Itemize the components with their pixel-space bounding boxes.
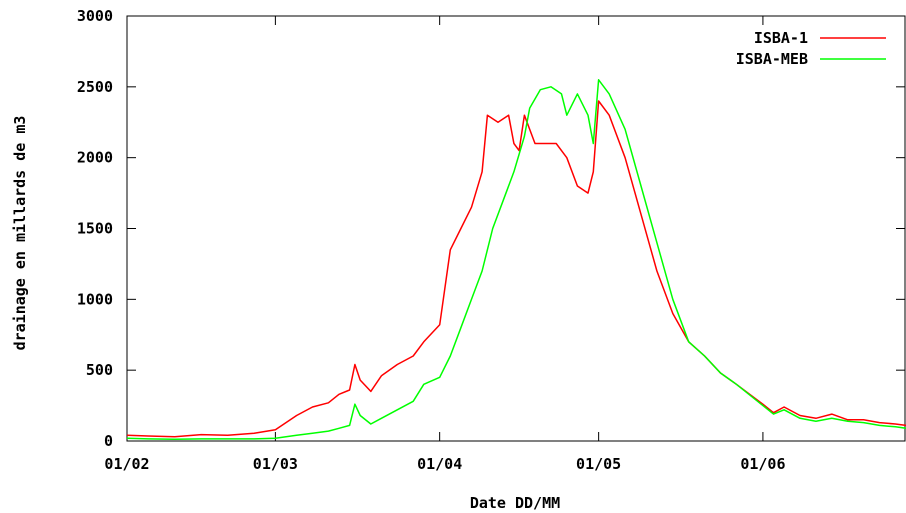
y-tick-label: 1000: [77, 290, 113, 308]
plot-area-border: [126, 15, 906, 442]
legend-label: ISBA-1: [754, 29, 808, 47]
x-tick-label: 01/06: [740, 455, 785, 473]
y-axis-title: drainage en millards de m3: [11, 116, 29, 351]
y-tick-label: 3000: [77, 7, 113, 25]
series-line-isba-1: [126, 100, 906, 438]
legend-label: ISBA-MEB: [736, 50, 808, 68]
x-tick-label: 01/03: [253, 455, 298, 473]
x-axis-title: Date DD/MM: [470, 494, 560, 512]
y-tick-label: 1500: [77, 220, 113, 238]
series-line-isba-meb: [126, 79, 906, 441]
y-tick-label: 2000: [77, 149, 113, 167]
x-tick-label: 01/04: [417, 455, 462, 473]
x-tick-label: 01/02: [104, 455, 149, 473]
y-tick-label: 0: [104, 432, 113, 450]
y-tick-label: 2500: [77, 78, 113, 96]
x-tick-label: 01/05: [576, 455, 621, 473]
y-tick-label: 500: [86, 361, 113, 379]
